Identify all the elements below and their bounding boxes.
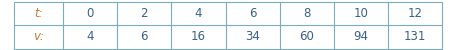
Text: 34: 34 (245, 30, 259, 43)
Text: 6: 6 (140, 30, 148, 43)
Text: 0: 0 (86, 7, 94, 20)
Text: 8: 8 (303, 7, 310, 20)
Text: 10: 10 (353, 7, 368, 20)
Text: 94: 94 (353, 30, 368, 43)
Text: 60: 60 (299, 30, 313, 43)
Text: 16: 16 (191, 30, 206, 43)
Text: 4: 4 (86, 30, 94, 43)
Text: 6: 6 (248, 7, 256, 20)
Text: 131: 131 (403, 30, 425, 43)
Text: 4: 4 (194, 7, 202, 20)
Text: v:: v: (33, 30, 44, 43)
Text: 12: 12 (407, 7, 422, 20)
Text: t:: t: (34, 7, 43, 20)
Text: 2: 2 (140, 7, 148, 20)
